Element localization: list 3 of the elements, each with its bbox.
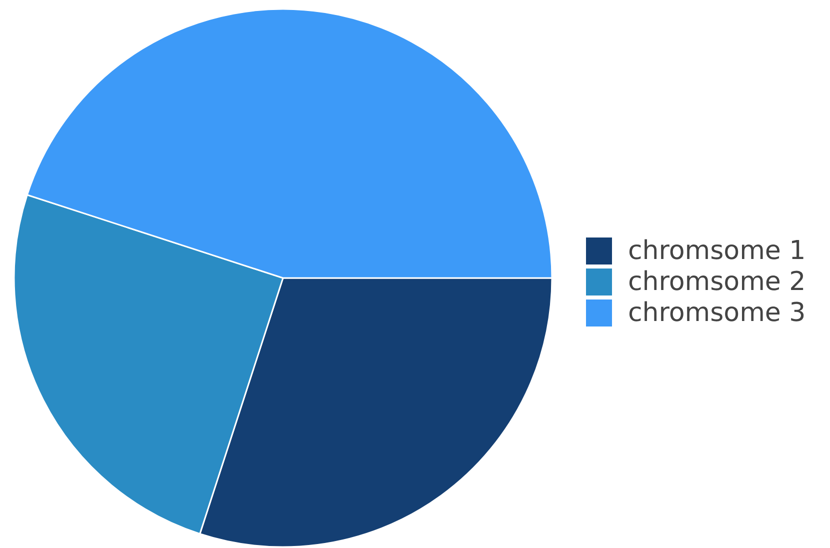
legend-label: chromsome 2	[628, 267, 806, 297]
legend-label: chromsome 3	[628, 298, 806, 328]
legend-label: chromsome 1	[628, 236, 806, 266]
